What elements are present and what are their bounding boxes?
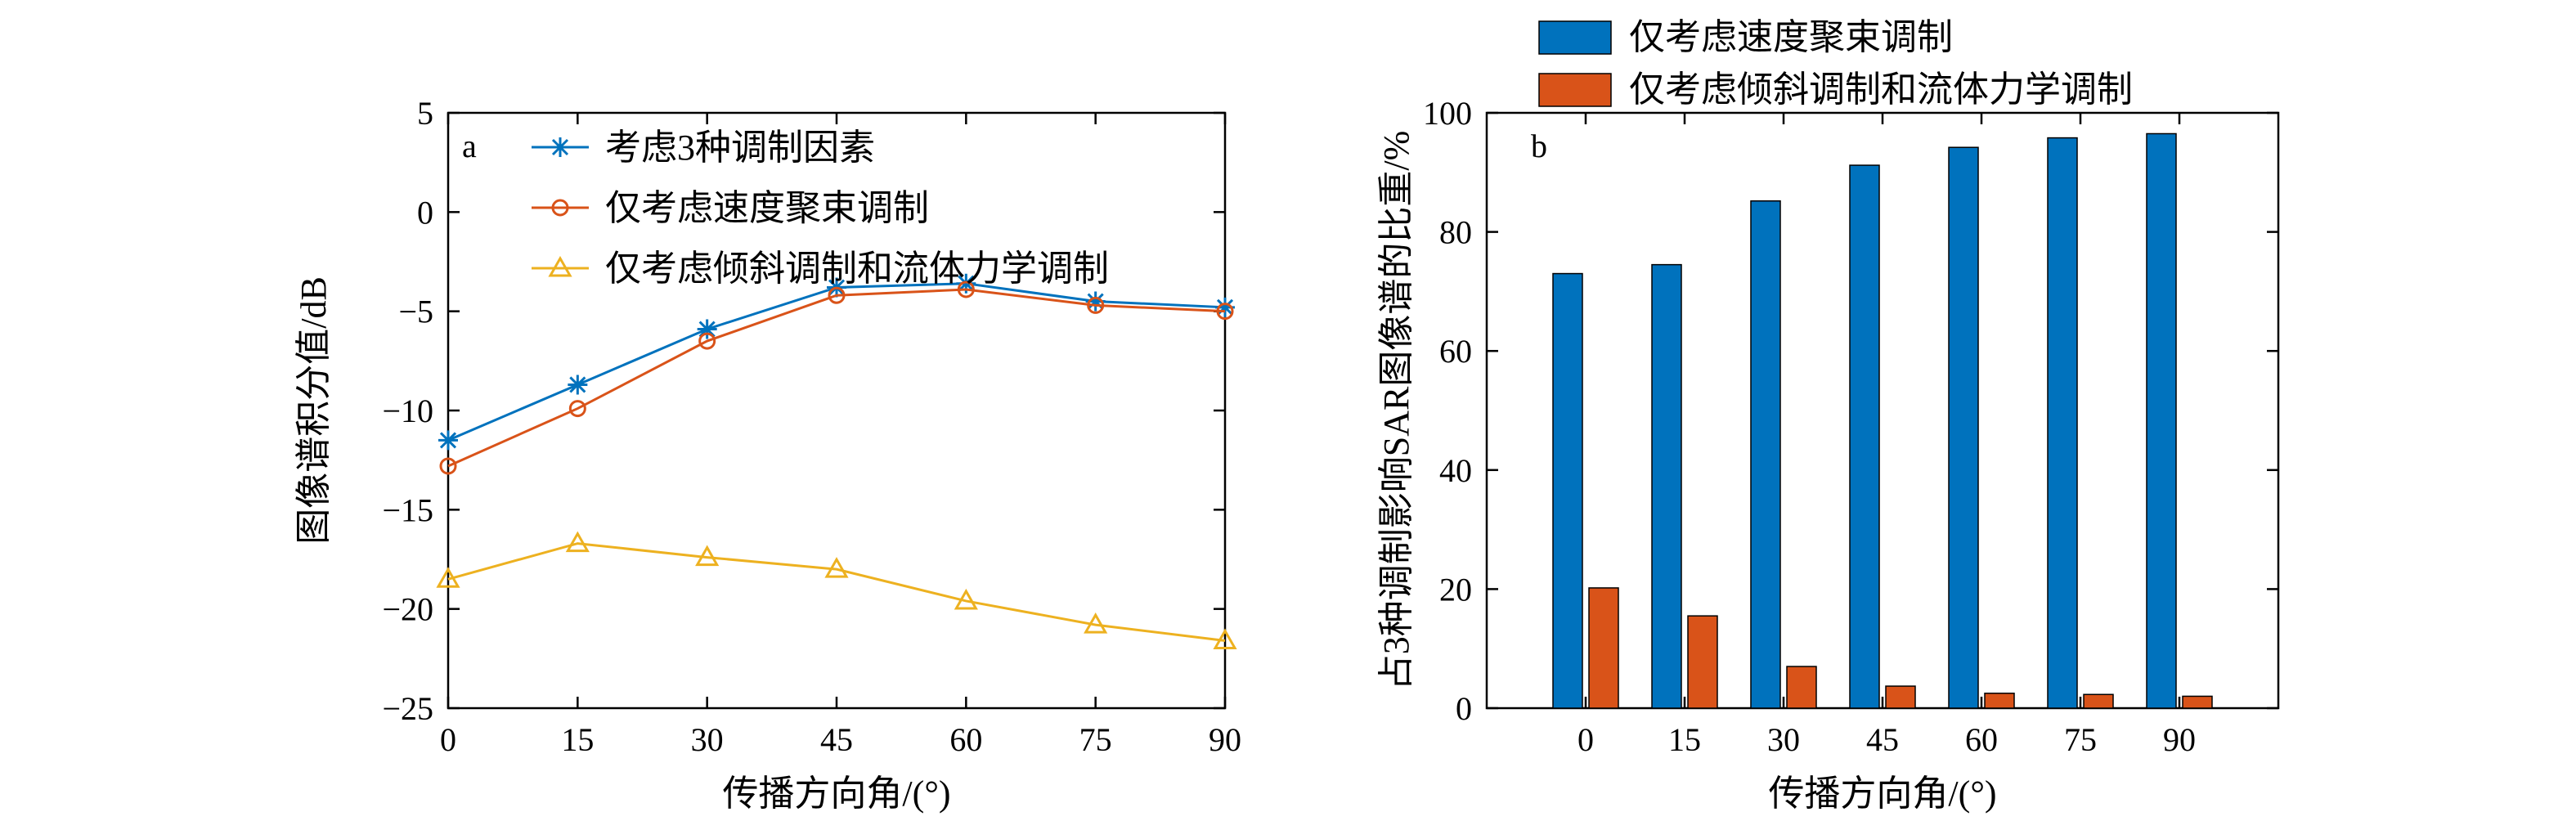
line-chart-panel-a: 0 15 30 45 60 75 90 5 0 −5 −10 −15 −20 −25 传播方向角/(°) 图像…	[294, 95, 1241, 814]
bar	[1588, 587, 1619, 709]
panel-label-a: a	[462, 128, 477, 164]
y-tick-label: −10	[382, 393, 433, 429]
data-point-marker	[698, 332, 716, 350]
x-tick-label: 75	[1079, 721, 1112, 758]
y-tick-label: −25	[382, 690, 433, 727]
y-tick-label: 20	[1439, 571, 1472, 608]
series-line	[447, 288, 1226, 468]
y-tick-label: −20	[382, 591, 433, 628]
x-tick-label: 0	[1577, 721, 1594, 758]
data-point-marker	[824, 557, 849, 578]
legend-label: 考虑3种调制因素	[605, 128, 875, 168]
x-axis-label: 传播方向角/(°)	[722, 774, 950, 814]
y-axis-label: 占3种调制影响SAR图像谱的比重/%	[1376, 131, 1416, 690]
y-tick-label: −15	[382, 491, 433, 528]
panel-label-b: b	[1531, 128, 1547, 164]
y-tick-label: 40	[1439, 452, 1472, 489]
y-axis-label: 图像谱积分值/dB	[294, 276, 334, 545]
bar	[2146, 132, 2177, 709]
bar	[1948, 146, 1979, 709]
legend-marker	[550, 137, 570, 157]
data-point-marker	[1215, 297, 1235, 317]
data-point-marker	[697, 319, 717, 339]
legend-swatch	[1538, 73, 1612, 107]
x-tick-label: 75	[2064, 721, 2097, 758]
x-tick-label: 90	[1209, 721, 1241, 758]
data-point-marker	[438, 430, 458, 451]
legend-marker	[548, 255, 572, 277]
y-tick-label: 0	[417, 194, 433, 231]
data-point-marker	[828, 286, 846, 304]
x-tick-label: 30	[691, 721, 724, 758]
data-point-marker	[956, 273, 976, 294]
y-tick-label: 5	[417, 95, 433, 132]
x-tick-label: 30	[1767, 721, 1800, 758]
y-tick-label: −5	[398, 294, 433, 330]
y-tick-label: 60	[1439, 333, 1472, 370]
data-point-marker	[439, 457, 457, 475]
bar	[1651, 263, 1682, 709]
bar	[2047, 137, 2078, 709]
x-tick-label: 60	[1965, 721, 1998, 758]
data-point-marker	[1085, 291, 1106, 312]
x-tick-label: 0	[440, 721, 456, 758]
legend-label: 仅考虑速度聚束调制	[1629, 17, 1953, 57]
bar	[1750, 200, 1781, 709]
plot-area-a	[447, 111, 1227, 710]
bar	[1786, 666, 1817, 709]
x-tick-label: 45	[820, 721, 853, 758]
bar	[2182, 695, 2213, 709]
x-tick-label: 60	[949, 721, 982, 758]
data-point-marker	[1216, 303, 1234, 321]
data-point-marker	[695, 545, 720, 567]
bar-chart-panel-b: 0 20 40 60 80 100 0 15 30 45 60 75 90 传播方向角/(°) 占3种调制影…	[1376, 17, 2280, 814]
x-tick-label: 45	[1866, 721, 1899, 758]
series-line	[447, 542, 1226, 642]
bar	[1849, 164, 1880, 709]
x-axis-label: 传播方向角/(°)	[1768, 774, 1996, 814]
data-point-marker	[954, 588, 978, 610]
data-point-marker	[436, 567, 460, 588]
data-point-marker	[565, 531, 590, 553]
bar	[1687, 615, 1718, 709]
data-point-marker	[1213, 628, 1237, 649]
bar	[2083, 693, 2114, 709]
bar	[1552, 272, 1583, 709]
data-point-marker	[1084, 612, 1108, 634]
data-point-marker	[1087, 296, 1105, 314]
legend-marker	[551, 199, 569, 217]
x-tick-label: 15	[561, 721, 594, 758]
legend-label: 仅考虑倾斜调制和流体力学调制	[605, 249, 1109, 289]
y-tick-label: 80	[1439, 214, 1472, 251]
data-point-marker	[568, 375, 588, 395]
legend-swatch	[1538, 20, 1612, 55]
bar	[1885, 685, 1916, 709]
legend-label: 仅考虑速度聚束调制	[605, 188, 929, 228]
legend-label: 仅考虑倾斜调制和流体力学调制	[1629, 70, 2133, 110]
data-point-marker	[957, 280, 975, 298]
bar	[1984, 693, 2015, 709]
data-point-marker	[568, 400, 586, 418]
y-tick-label: 0	[1456, 690, 1472, 727]
x-tick-label: 15	[1668, 721, 1701, 758]
y-tick-label: 100	[1423, 95, 1472, 132]
x-tick-label: 90	[2163, 721, 2196, 758]
